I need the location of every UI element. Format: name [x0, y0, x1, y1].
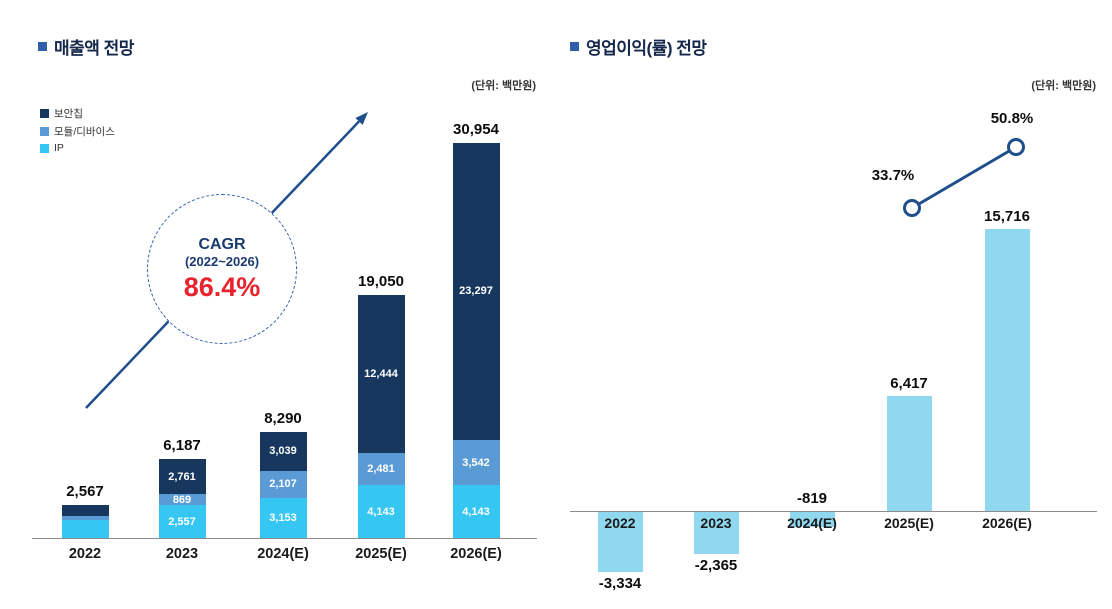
bar-segment: 23,297 [452, 142, 500, 440]
cagr-annotation: CAGR (2022~2026) 86.4% [147, 194, 297, 344]
operating-profit-plot: -3,334 2022 -2,365 2023 -819 2024(E) 6,417 2025… [556, 0, 1112, 609]
revenue-x-axis [32, 538, 537, 539]
value-label: -2,365 [694, 557, 738, 575]
revenue-chart-title-text: 매출액 전망 [54, 39, 134, 58]
value-label: 6,417 [890, 374, 928, 392]
bar [886, 395, 932, 511]
bar-segment: 12,444 [357, 294, 405, 454]
category-label: 2026(E) [982, 515, 1032, 531]
bar-segment: 2,761 [158, 459, 206, 495]
value-label: -819 [796, 490, 828, 507]
operating-profit-chart-panel: 영업이익(률) 전망 (단위: 백만원) -3,334 2022 -2,365 202… [556, 0, 1112, 609]
bar-segment [61, 520, 109, 538]
cagr-range: (2022~2026) [184, 253, 260, 269]
bar-segment [61, 516, 109, 521]
bar-segment: 2,107 [259, 470, 307, 498]
title-bullet-icon [38, 42, 47, 51]
security-chip-swatch-icon [40, 109, 49, 118]
category-label: 2023 [700, 515, 732, 531]
ip-swatch-icon [40, 143, 49, 153]
total-label: 6,187 [163, 437, 201, 455]
bar-segment: 3,153 [259, 497, 307, 538]
bar [693, 512, 739, 555]
total-label: 19,050 [358, 272, 404, 290]
revenue-chart-title: 매출액 전망 [38, 34, 134, 59]
cagr-value: 86.4% [183, 271, 261, 302]
category-label: 2025(E) [355, 546, 407, 562]
operating-profit-chart-title: 영업이익(률) 전망 [570, 34, 707, 59]
legend-label: IP [54, 142, 64, 154]
category-label: 2026(E) [450, 546, 502, 562]
op-margin-label-2026: 50.8% [990, 110, 1034, 127]
value-label: -3,334 [598, 574, 642, 592]
revenue-plot: 2,567 2022 2,557 869 2,761 6,187 2023 3,153 2,10… [61, 120, 502, 562]
category-label: 2024(E) [257, 546, 309, 562]
revenue-chart-panel: 매출액 전망 (단위: 백만원) 보안칩 모듈/디바이스 IP 2,567 202… [32, 34, 537, 562]
legend-item-security-chip: 보안칩 [40, 106, 115, 121]
category-label: 2022 [68, 546, 102, 562]
category-label: 2022 [604, 515, 636, 531]
total-label: 30,954 [453, 120, 499, 138]
bar-segment: 2,557 [158, 505, 206, 538]
title-bullet-icon [570, 42, 579, 51]
total-label: 8,290 [264, 410, 302, 428]
op-margin-label-2025: 33.7% [871, 167, 915, 184]
value-label: 15,716 [984, 208, 1030, 225]
legend-item-ip: IP [40, 142, 115, 154]
bar-segment: 2,481 [357, 453, 405, 486]
category-label: 2025(E) [884, 515, 934, 531]
operating-profit-unit-label: (단위: 백만원) [1031, 80, 1096, 92]
bar-segment: 869 [158, 494, 206, 506]
bar [984, 229, 1030, 511]
bar-segment [61, 505, 109, 517]
bar-segment: 4,143 [357, 485, 405, 538]
legend-label: 보안칩 [54, 108, 83, 120]
operating-profit-chart-title-text: 영업이익(률) 전망 [586, 39, 707, 58]
bar-segment: 3,542 [452, 439, 500, 486]
category-label: 2024(E) [787, 515, 837, 531]
operating-profit-x-axis [570, 511, 1097, 512]
cagr-title: CAGR [198, 235, 246, 253]
module-device-swatch-icon [40, 127, 49, 136]
total-label: 2,567 [66, 483, 104, 501]
category-label: 2023 [165, 546, 199, 562]
bar-segment: 4,143 [452, 485, 500, 538]
revenue-unit-label: (단위: 백만원) [471, 80, 536, 92]
bar [789, 512, 835, 527]
bar [597, 512, 643, 572]
bar-segment: 3,039 [259, 432, 307, 471]
